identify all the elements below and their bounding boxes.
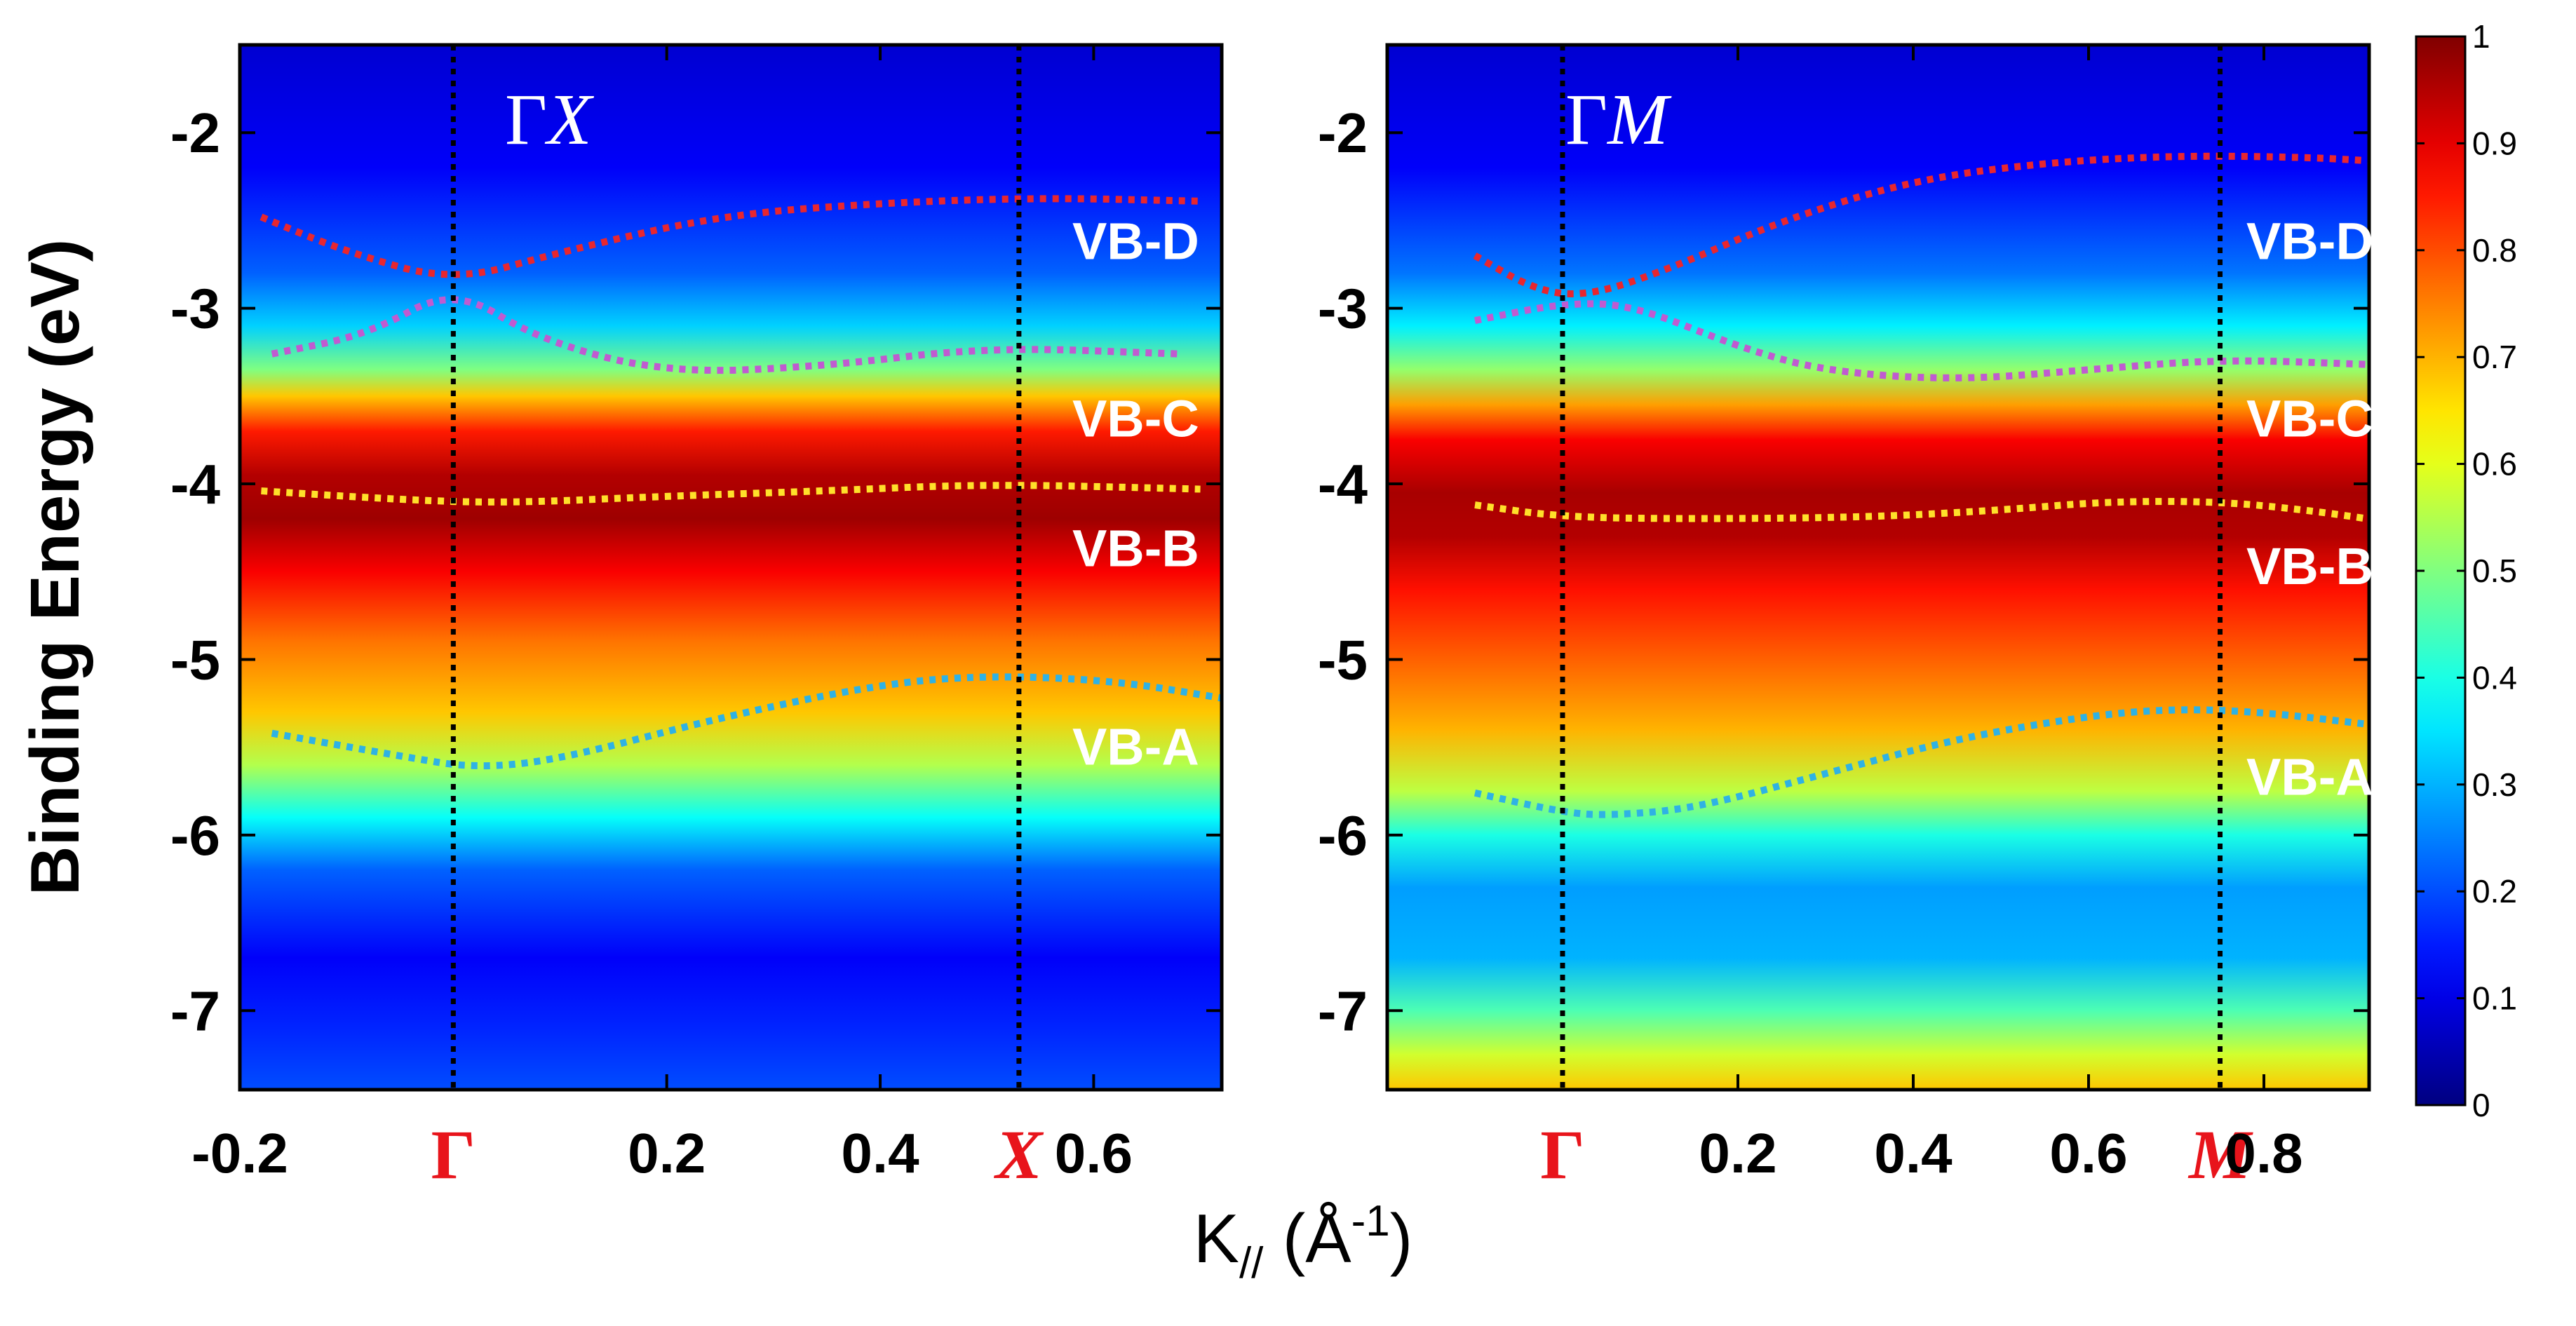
plot-frame-gamma-x: [238, 43, 1224, 1092]
panel-title-point: M: [1606, 79, 1672, 160]
y-tick-label: -6: [1318, 804, 1368, 867]
colorbar-tick-label: 0: [2472, 1087, 2490, 1123]
y-tick-label: -4: [170, 453, 221, 515]
x-axis-label: K// (Å-1): [1194, 1197, 1413, 1287]
high-symmetry-label-M: M: [2187, 1116, 2253, 1193]
band-label-vb-d: VB-D: [2246, 212, 2373, 271]
panel-title-gamma-x: ΓX: [505, 79, 594, 160]
colorbar-tick-label: 0.2: [2472, 873, 2517, 909]
band-label-vb-c: VB-C: [1072, 389, 1199, 447]
x-axis-label-close: ): [1390, 1200, 1413, 1277]
colorbar-tick-label: 0.9: [2472, 125, 2517, 161]
x-tick-label: 0.6: [2049, 1122, 2127, 1184]
y-tick-label: -4: [1318, 453, 1368, 515]
y-tick-label: -6: [170, 804, 220, 867]
high-symmetry-label-Γ: Γ: [1540, 1116, 1585, 1193]
x-tick-label: 0.4: [841, 1122, 919, 1184]
colorbar-tick-label: 0.6: [2472, 446, 2517, 482]
x-tick-label: -0.2: [191, 1122, 288, 1184]
high-symmetry-label-X: X: [994, 1116, 1044, 1193]
x-axis-label-open: (Å: [1263, 1200, 1351, 1277]
x-axis-label-sub: //: [1239, 1239, 1264, 1287]
colorbar-tick-label: 0.7: [2472, 339, 2517, 375]
band-label-vb-d: VB-D: [1072, 212, 1199, 271]
x-axis-label-sup: -1: [1351, 1197, 1390, 1245]
y-tick-label: -3: [1318, 278, 1368, 340]
y-tick-label: -2: [1318, 102, 1368, 164]
x-tick-label: 0.8: [2225, 1122, 2302, 1184]
colorbar-tick-label: 0.3: [2472, 766, 2517, 803]
x-tick-label: 0.6: [1055, 1122, 1133, 1184]
y-tick-label: -7: [170, 980, 220, 1042]
y-tick-label: -2: [170, 102, 220, 164]
band-label-vb-c: VB-C: [2246, 389, 2373, 447]
y-tick-label: -3: [170, 278, 220, 340]
x-tick-label: 0.2: [628, 1122, 706, 1184]
band-curve-vb-d: [1473, 152, 2370, 297]
band-curve-vb-a: [271, 673, 1222, 770]
panel-title-gamma: Γ: [505, 79, 547, 160]
colorbar-tick-label: 0.4: [2472, 659, 2517, 696]
y-tick-label: -5: [1318, 628, 1368, 691]
y-tick-label: -7: [1318, 980, 1368, 1042]
colorbar-tick-label: 0.8: [2472, 232, 2517, 269]
band-label-vb-a: VB-A: [2246, 747, 2373, 806]
band-curve-vb-c: [271, 296, 1180, 374]
high-symmetry-label-Γ: Γ: [431, 1116, 476, 1193]
plot-frame-gamma-m: [1385, 43, 2371, 1092]
panel-title-gamma-m: ΓM: [1565, 79, 1672, 160]
panel-title-gamma: Γ: [1565, 79, 1607, 160]
heatmap-gamma-m: [1387, 45, 2369, 1090]
band-label-vb-b: VB-B: [2246, 537, 2373, 595]
y-axis-label: Binding Energy (eV): [16, 239, 93, 896]
band-curve-vb-b: [1474, 498, 2370, 523]
colorbar: 0 0.1 0.2 0.3 0.4 0.5 0.6 0.7 0.8 0.9 1: [2415, 18, 2517, 1123]
x-tick-label: 0.4: [1874, 1122, 1953, 1184]
x-axis-label-base: K: [1194, 1200, 1239, 1277]
band-curve-vb-b: [261, 482, 1201, 506]
colorbar-tick-label: 0.1: [2472, 980, 2517, 1017]
panel-title-point: X: [544, 79, 594, 160]
y-tick-label: -5: [170, 628, 220, 691]
band-label-vb-b: VB-B: [1072, 520, 1199, 578]
band-label-vb-a: VB-A: [1072, 718, 1199, 776]
band-curve-vb-c: [1474, 300, 2370, 381]
x-tick-label: 0.2: [1699, 1122, 1776, 1184]
colorbar-tick-label: 1: [2472, 18, 2490, 55]
colorbar-tick-label: 0.5: [2472, 553, 2517, 589]
